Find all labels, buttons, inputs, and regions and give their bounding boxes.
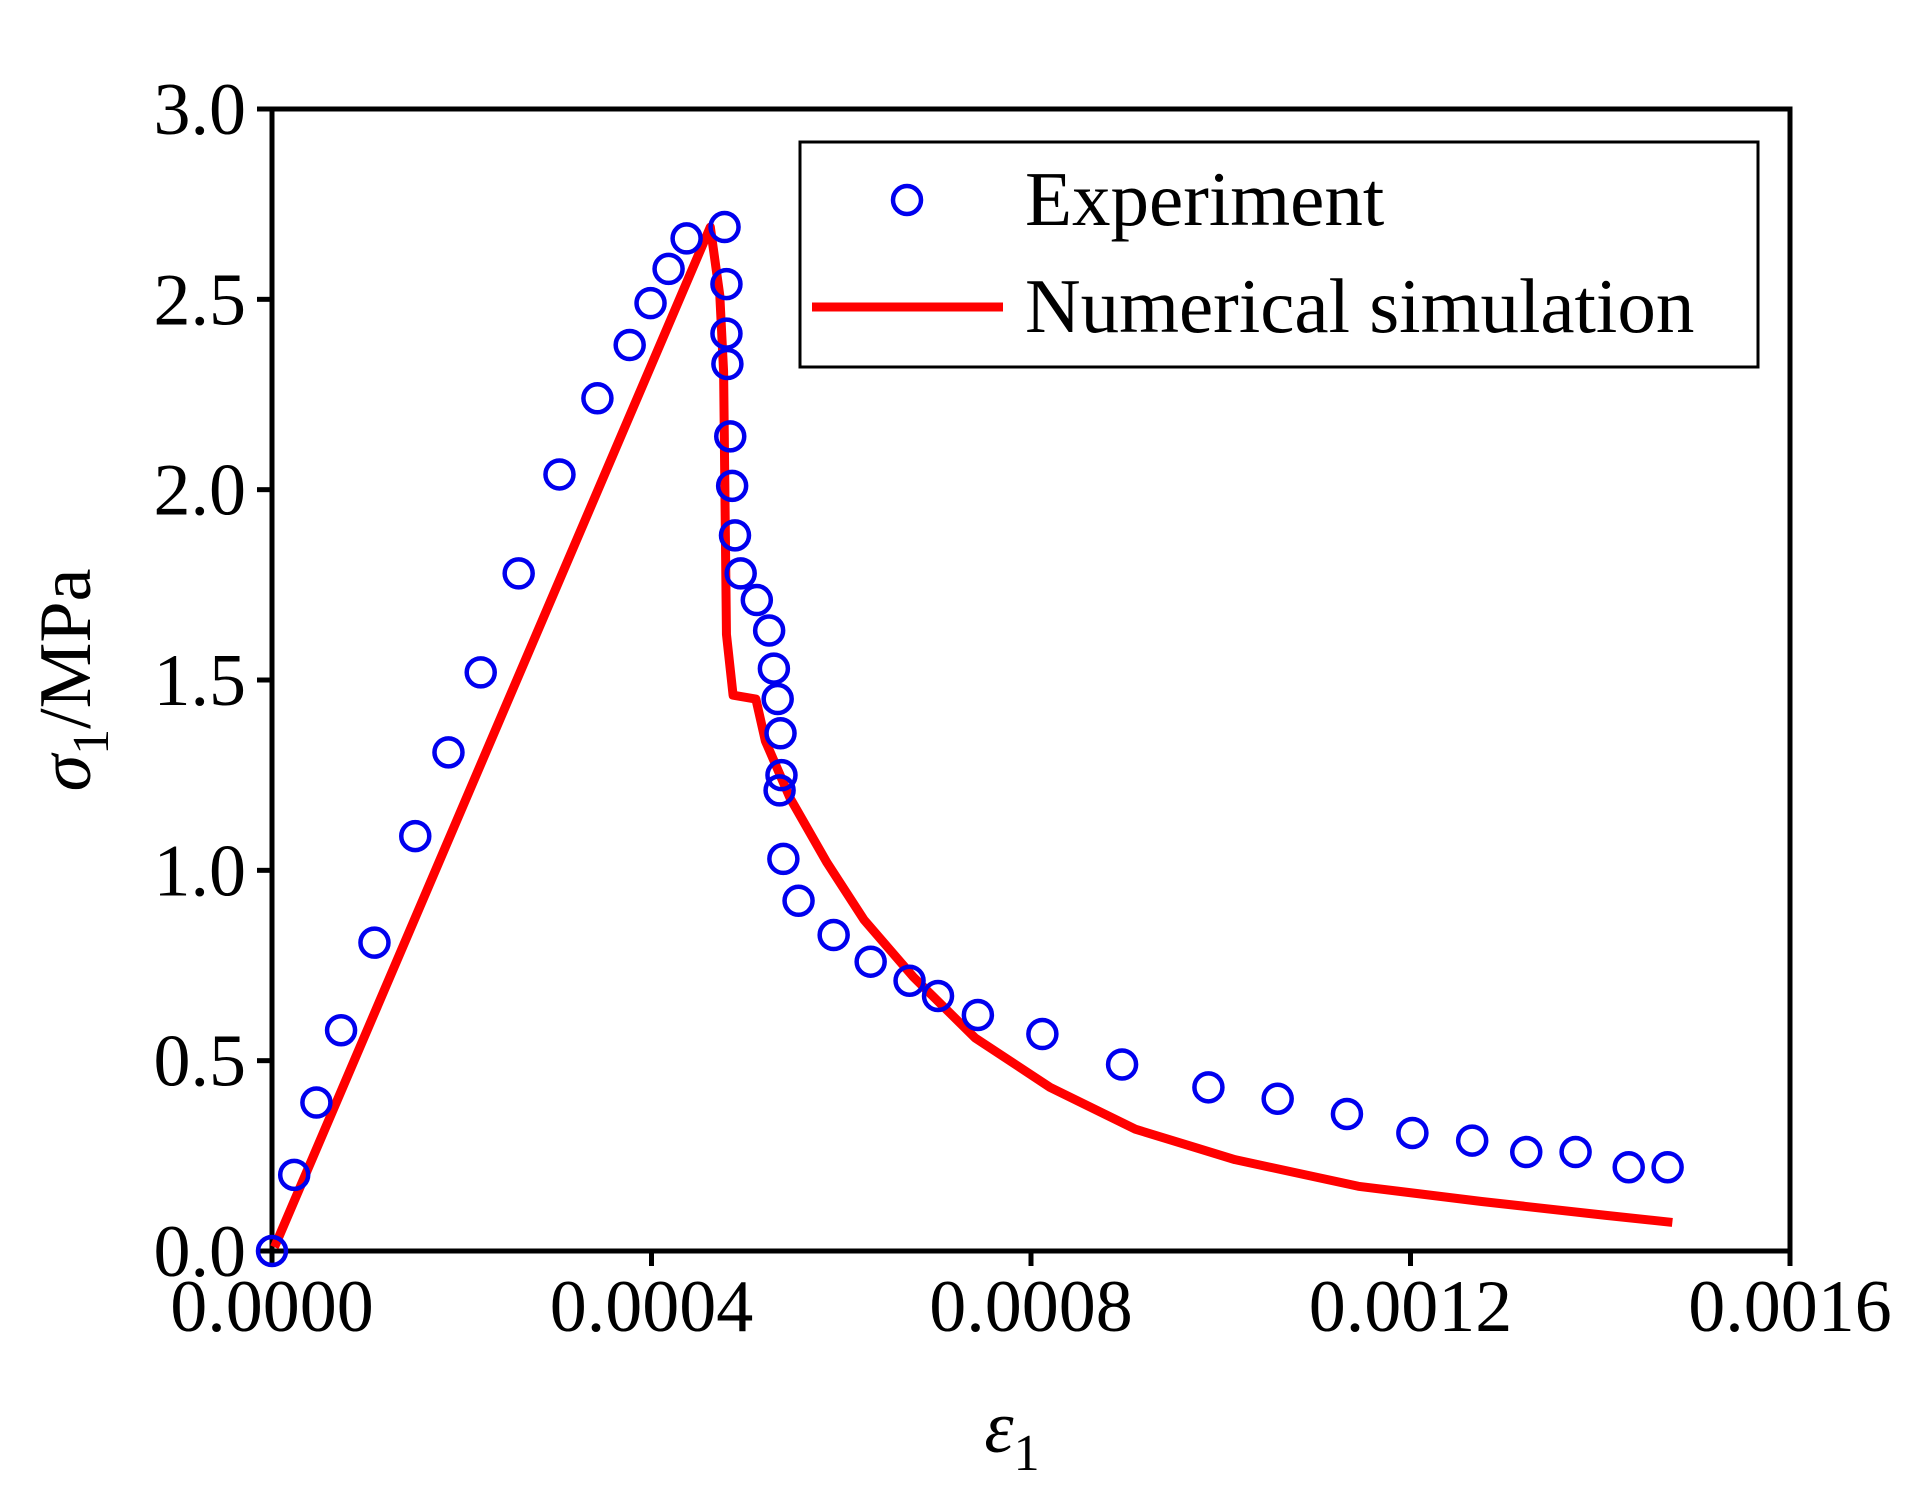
data-point [921, 979, 955, 1013]
y-axis-label: σ1/MPa [25, 569, 120, 792]
y-tick-label: 2.5 [154, 259, 247, 341]
data-point [763, 774, 796, 807]
data-point [1261, 1082, 1294, 1115]
data-point [277, 1158, 311, 1192]
data-point [300, 1086, 333, 1119]
data-point [1651, 1151, 1684, 1184]
data-point [543, 458, 576, 491]
data-point [708, 210, 741, 244]
data-point [1192, 1071, 1225, 1104]
data-point [764, 717, 797, 750]
legend-label: Experiment [1025, 156, 1384, 242]
data-point [1509, 1135, 1543, 1169]
data-point [358, 926, 391, 959]
data-point [1330, 1097, 1364, 1131]
data-point [710, 267, 743, 301]
y-label-symbol: σ [25, 752, 107, 791]
x-label-subscript: 1 [1014, 1425, 1040, 1482]
data-line [270, 222, 1673, 1249]
data-point [713, 420, 747, 453]
data-point [724, 557, 757, 590]
data-point [255, 1234, 289, 1268]
data-point [581, 382, 614, 415]
legend-box [798, 140, 1760, 369]
data-point [767, 842, 800, 876]
plot-frame [269, 106, 1793, 1254]
legend-marker [890, 183, 924, 217]
data-point [399, 819, 432, 853]
data-point [710, 317, 743, 350]
x-tick-label: 0.0008 [929, 1266, 1133, 1348]
legend-label: Numerical simulation [1025, 263, 1694, 349]
y-tick-label: 0.0 [154, 1211, 247, 1293]
data-point [711, 347, 744, 381]
y-label-subscript: 1 [63, 729, 120, 755]
data-point [854, 945, 887, 978]
data-point [761, 682, 794, 716]
data-point [1396, 1116, 1429, 1150]
x-tick-label: 0.0016 [1688, 1266, 1892, 1348]
data-point [1455, 1124, 1489, 1157]
data-point [1612, 1151, 1645, 1184]
data-point [670, 222, 703, 255]
y-tick-label: 3.0 [154, 69, 247, 151]
x-axis-label: ε1 [984, 1387, 1039, 1482]
data-point [715, 469, 749, 503]
data-point [634, 286, 667, 320]
data-point [740, 583, 774, 617]
data-point [765, 758, 798, 792]
data-point [752, 614, 786, 647]
data-point [1559, 1135, 1592, 1169]
data-point [324, 1013, 358, 1047]
y-label-unit: /MPa [25, 569, 107, 729]
data-point [652, 252, 685, 286]
x-tick-label: 0.0004 [550, 1266, 754, 1348]
data-point [757, 652, 791, 685]
y-tick-label: 1.5 [154, 640, 247, 722]
data-point [893, 964, 926, 997]
x-tick-label: 0.0012 [1309, 1266, 1513, 1348]
data-point [718, 519, 752, 552]
data-point [961, 998, 995, 1032]
data-point [1105, 1048, 1139, 1081]
data-point [613, 328, 646, 362]
y-tick-label: 0.5 [154, 1021, 247, 1103]
data-point [432, 736, 465, 769]
x-label-symbol: ε [984, 1387, 1014, 1469]
x-tick-label: 0.0000 [170, 1266, 374, 1348]
data-point [782, 884, 815, 918]
data-point [464, 656, 497, 689]
data-point [1026, 1017, 1059, 1051]
data-point [817, 918, 850, 952]
y-tick-label: 2.0 [154, 450, 247, 532]
data-point [502, 557, 535, 590]
y-tick-label: 1.0 [154, 830, 247, 912]
